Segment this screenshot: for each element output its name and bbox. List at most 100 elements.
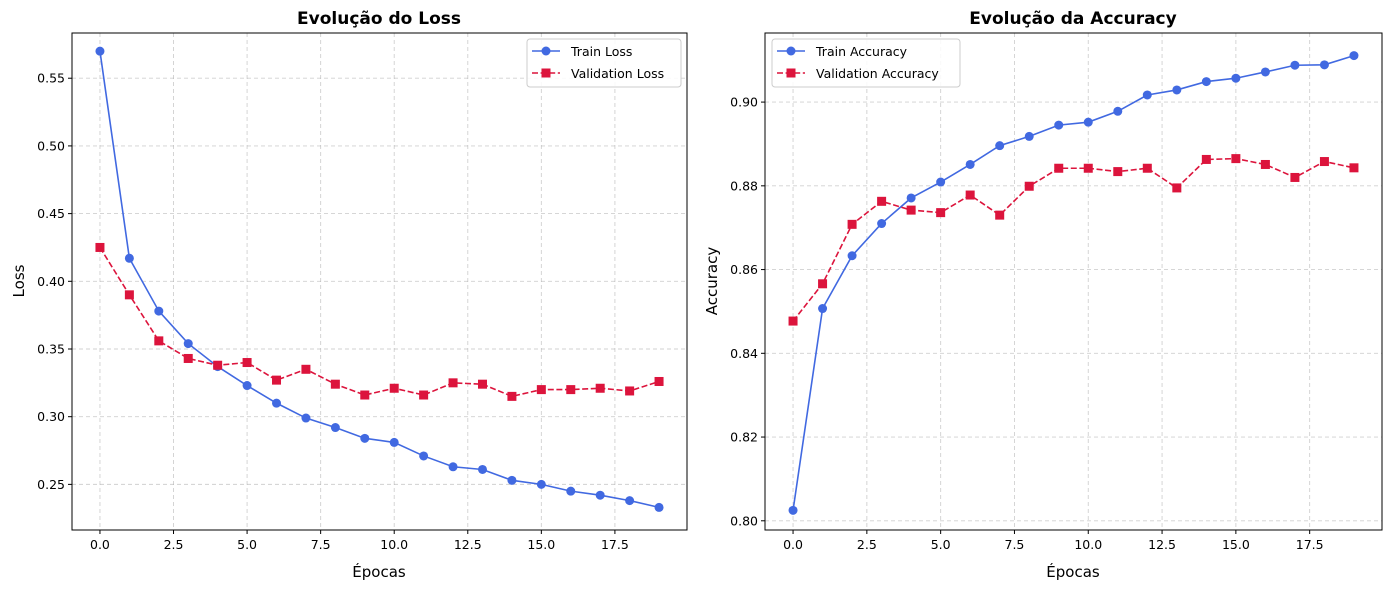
loss-legend-train-marker: [541, 46, 551, 56]
accuracy-validation-point: [1260, 159, 1270, 169]
loss-validation-line: [99, 247, 660, 398]
loss-y-tick-label: 0.25: [37, 477, 65, 492]
accuracy-validation-point: [1231, 154, 1241, 164]
loss-train-point: [272, 398, 282, 408]
accuracy-grid: [765, 33, 1382, 530]
loss-legend-val-marker: [541, 68, 551, 78]
loss-train-point: [419, 451, 429, 461]
accuracy-legend-val-label: Validation Accuracy: [816, 66, 939, 81]
accuracy-train-point: [1172, 85, 1182, 95]
accuracy-validation-point: [847, 219, 857, 229]
loss-validation-point: [566, 385, 576, 395]
loss-train-point: [625, 496, 635, 506]
accuracy-validation-point: [965, 190, 975, 200]
loss-x-tick-label: 17.5: [601, 537, 629, 552]
loss-validation-point: [360, 390, 370, 400]
accuracy-train-point: [1231, 73, 1241, 83]
accuracy-train-point: [965, 159, 975, 169]
accuracy-validation-point: [1113, 167, 1123, 177]
loss-x-tick-label: 5.0: [237, 537, 257, 552]
accuracy-train-point: [1290, 60, 1300, 70]
loss-validation-point: [242, 358, 252, 368]
accuracy-y-tick-label: 0.82: [730, 430, 758, 445]
accuracy-x-axis-label: Épocas: [1046, 562, 1100, 581]
accuracy-validation-point: [1024, 181, 1034, 191]
accuracy-train-line: [792, 54, 1355, 511]
loss-chart-title: Evolução do Loss: [297, 9, 461, 29]
loss-validation-point: [95, 242, 105, 252]
loss-x-tick-label: 12.5: [454, 537, 482, 552]
accuracy-legend-frame: [771, 38, 961, 88]
accuracy-validation-point: [1054, 163, 1064, 173]
loss-legend: Train Loss Validation Loss: [526, 38, 682, 88]
loss-chart: Evolução do Loss 0.0 2.5 5.0 7.5 10.0 12.5 15.…: [10, 9, 688, 581]
loss-train-point: [183, 339, 193, 349]
loss-validation-point: [213, 360, 223, 370]
loss-y-tick-label: 0.40: [37, 274, 65, 289]
loss-x-tick-label: 7.5: [311, 537, 331, 552]
loss-validation-point: [183, 353, 193, 363]
accuracy-validation-line: [792, 157, 1355, 322]
accuracy-train-point: [1054, 120, 1064, 130]
accuracy-x-tick-label: 2.5: [857, 537, 877, 552]
accuracy-x-tick-label: 10.0: [1074, 537, 1102, 552]
loss-y-tick-label: 0.30: [37, 409, 65, 424]
accuracy-validation-point: [877, 196, 887, 206]
loss-train-point: [595, 490, 605, 500]
accuracy-x-tick-label: 0.0: [783, 537, 803, 552]
loss-validation-point: [301, 364, 311, 374]
loss-train-point: [477, 464, 487, 474]
accuracy-y-tick-label: 0.86: [730, 262, 758, 277]
accuracy-x-tick-label: 7.5: [1005, 537, 1025, 552]
accuracy-validation-point: [936, 208, 946, 218]
accuracy-y-axis-label: Accuracy: [703, 247, 721, 316]
loss-legend-train-label: Train Loss: [570, 44, 632, 59]
accuracy-validation-point: [1142, 163, 1152, 173]
accuracy-validation-point: [818, 279, 828, 289]
accuracy-x-tick-label: 5.0: [931, 537, 951, 552]
accuracy-validation-point: [1290, 172, 1300, 182]
accuracy-train-point: [936, 177, 946, 187]
accuracy-y-tick-label: 0.88: [730, 178, 758, 193]
accuracy-y-tick-label: 0.90: [730, 95, 758, 110]
loss-y-ticks: 0.25 0.30 0.35 0.40 0.45 0.50 0.55: [37, 71, 72, 492]
loss-y-tick-label: 0.45: [37, 206, 65, 221]
loss-validation-point: [507, 391, 517, 401]
accuracy-legend-train-label: Train Accuracy: [815, 44, 908, 59]
loss-train-point: [95, 46, 105, 56]
accuracy-y-tick-label: 0.80: [730, 513, 758, 528]
accuracy-series: [788, 51, 1359, 515]
accuracy-train-point: [1319, 60, 1329, 70]
loss-y-tick-label: 0.35: [37, 341, 65, 356]
loss-train-point: [154, 306, 164, 316]
loss-train-point: [301, 413, 311, 423]
accuracy-train-point: [1201, 77, 1211, 87]
loss-y-tick-label: 0.50: [37, 138, 65, 153]
loss-train-point: [242, 381, 252, 391]
accuracy-validation-point: [1201, 154, 1211, 164]
accuracy-validation-point: [1083, 163, 1093, 173]
loss-grid: [72, 33, 687, 530]
accuracy-chart: Evolução da Accuracy 0.0 2.5 5.0 7.5 10.0 12.…: [703, 9, 1383, 581]
accuracy-train-point: [1142, 90, 1152, 100]
loss-legend-frame: [526, 38, 682, 88]
accuracy-train-point: [847, 251, 857, 261]
loss-validation-point: [389, 383, 399, 393]
loss-train-point: [389, 437, 399, 447]
accuracy-x-tick-label: 12.5: [1148, 537, 1176, 552]
loss-x-tick-label: 2.5: [164, 537, 184, 552]
loss-validation-point: [272, 375, 282, 385]
loss-validation-point: [595, 383, 605, 393]
accuracy-train-point: [818, 304, 828, 314]
accuracy-legend-train-marker: [786, 46, 796, 56]
loss-validation-point: [654, 376, 664, 386]
accuracy-validation-point: [995, 210, 1005, 220]
loss-validation-point: [536, 385, 546, 395]
accuracy-axes-frame: [764, 32, 1383, 531]
accuracy-train-point: [1113, 106, 1123, 116]
accuracy-y-ticks: 0.80 0.82 0.84 0.86 0.88 0.90: [730, 95, 765, 528]
accuracy-chart-title: Evolução da Accuracy: [969, 9, 1176, 29]
loss-x-tick-label: 10.0: [380, 537, 408, 552]
accuracy-validation-point: [1349, 163, 1359, 173]
